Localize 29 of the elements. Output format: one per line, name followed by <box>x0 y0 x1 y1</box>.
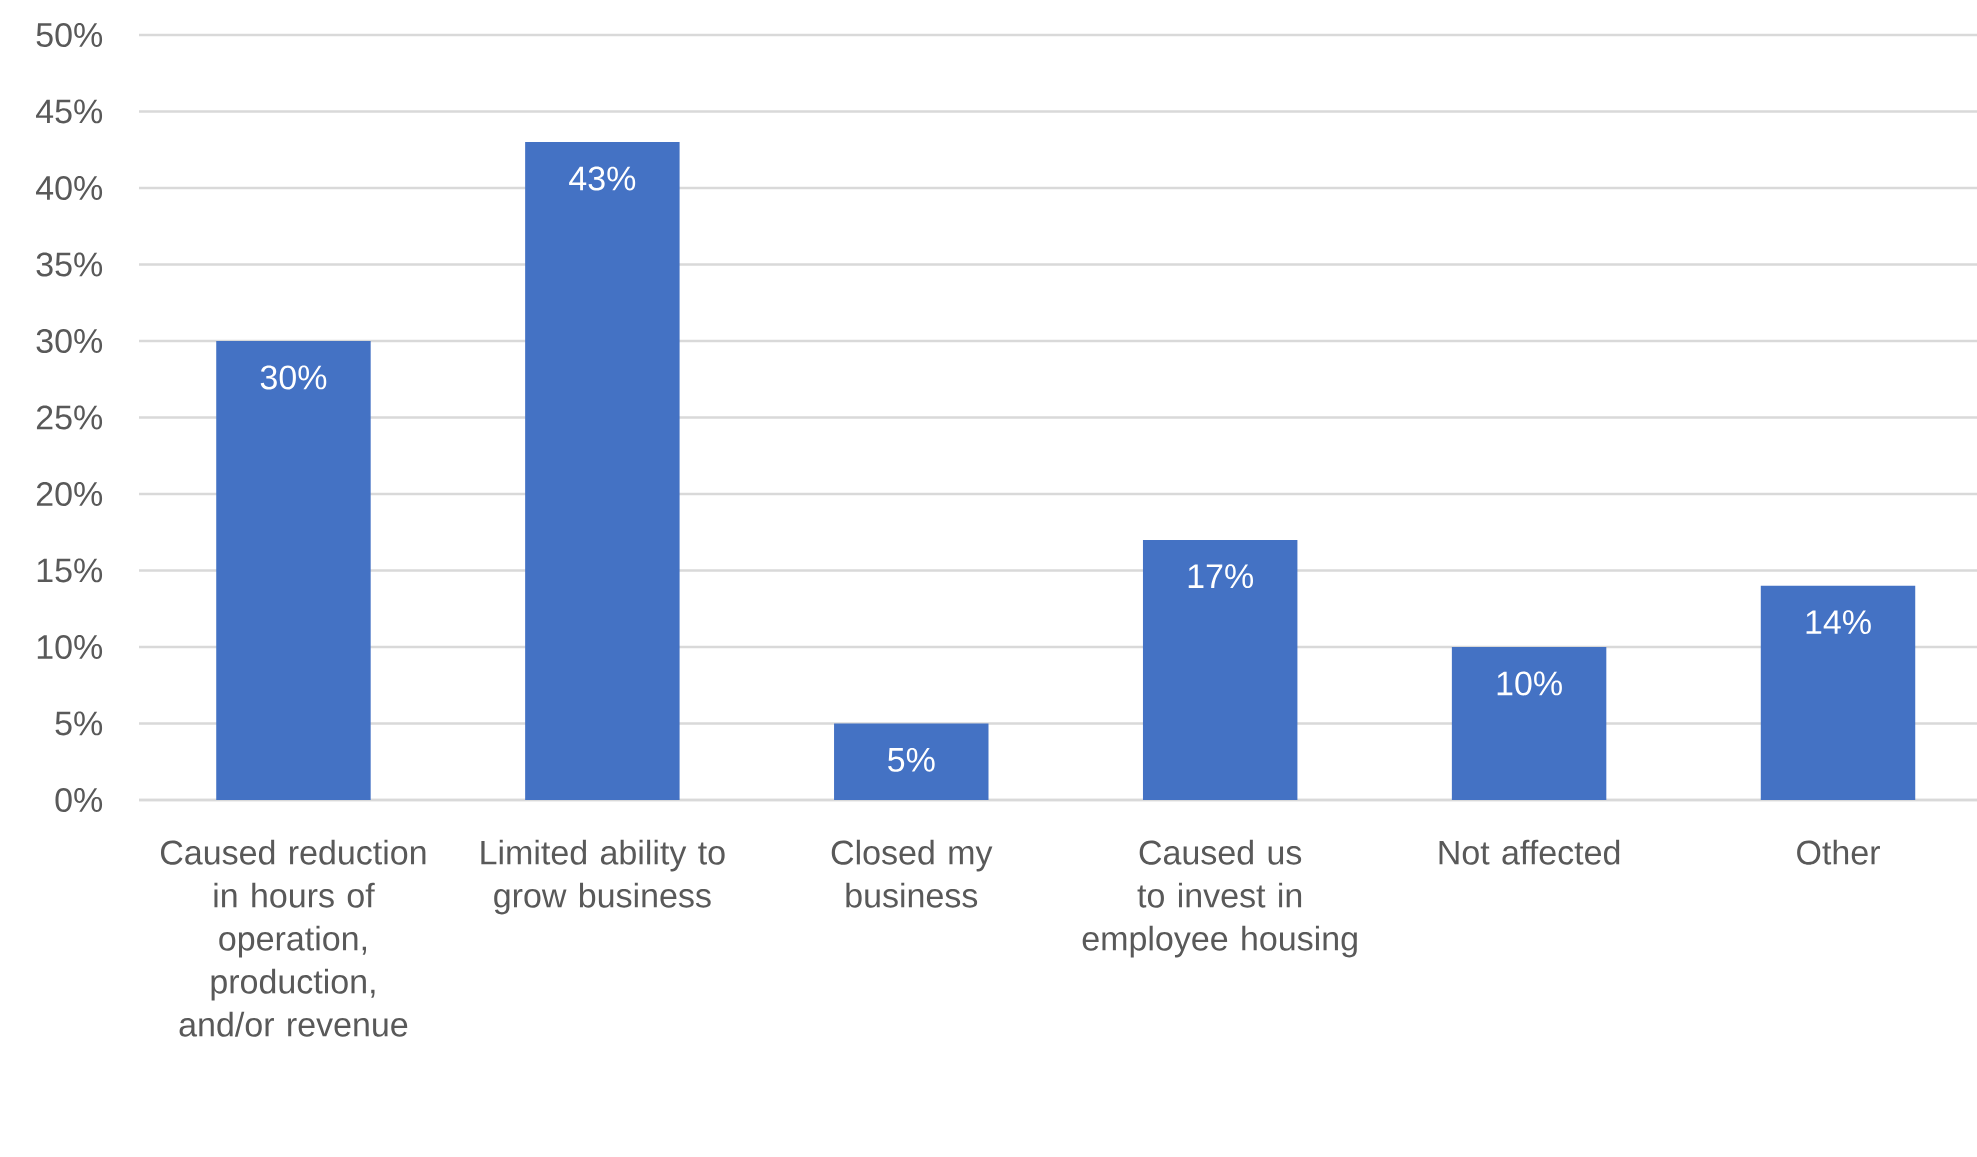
bar <box>525 142 680 800</box>
y-tick-label: 40% <box>36 175 103 201</box>
x-tick-label: Closed my business <box>831 839 993 908</box>
data-label: 14% <box>1806 610 1871 634</box>
data-label: 17% <box>1188 564 1253 589</box>
y-tick-label: 45% <box>36 99 103 124</box>
bar <box>216 340 371 800</box>
x-tick-label: Caused reduction in hours of operation, production, and/or revenue <box>160 839 426 1037</box>
y-tick-label: 10% <box>37 634 103 660</box>
y-tick-label: 50% <box>36 22 103 48</box>
bar <box>1142 539 1298 800</box>
data-label: 5% <box>888 747 935 772</box>
x-tick-label: Other <box>1797 839 1880 865</box>
data-label: 10% <box>1497 671 1562 696</box>
bar <box>1760 585 1916 800</box>
y-tick-label: 30% <box>36 328 103 354</box>
y-tick-label: 0% <box>55 787 103 813</box>
x-tick-label: Limited ability to grow business <box>481 839 725 915</box>
bar <box>834 723 989 800</box>
y-tick-label: 35% <box>36 252 103 277</box>
data-label: 43% <box>569 166 636 191</box>
bar <box>1451 647 1607 800</box>
y-tick-label: 15% <box>37 558 103 583</box>
y-tick-label: 20% <box>36 481 103 507</box>
y-tick-label: 25% <box>36 405 103 430</box>
y-tick-label: 5% <box>55 711 103 736</box>
data-label: 30% <box>260 365 327 390</box>
x-tick-label: Caused us to invest in employee housing <box>1082 839 1357 958</box>
x-tick-label: Not affected <box>1439 839 1620 865</box>
